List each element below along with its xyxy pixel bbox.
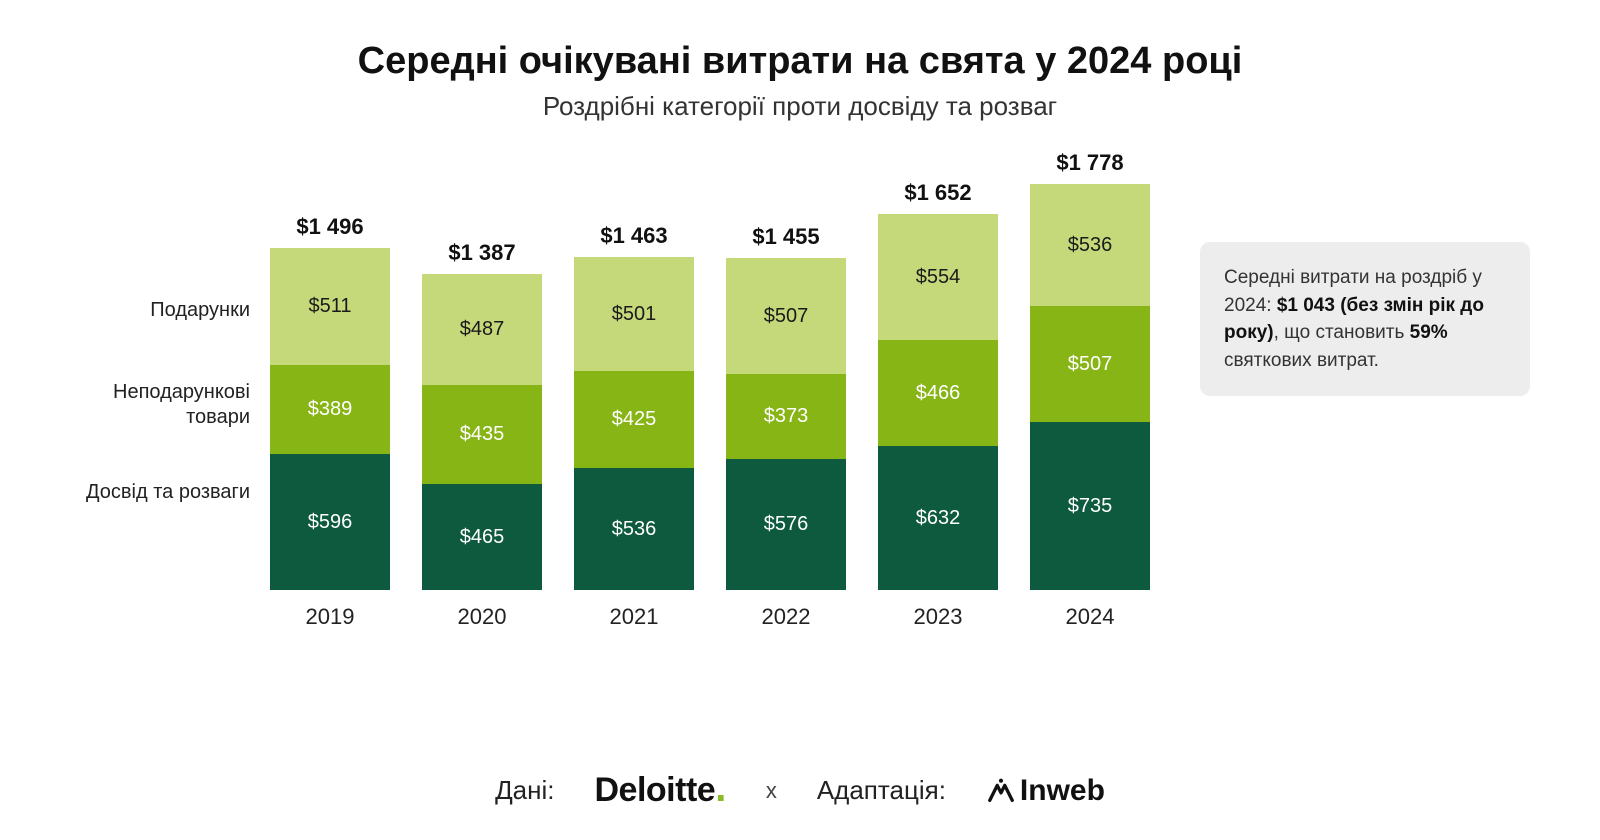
series-labels: Подарунки Неподарункові товари Досвід та… — [70, 170, 250, 690]
bar-column: $1 387 $487$435$465 2020 — [422, 240, 542, 630]
footer-separator: x — [766, 778, 777, 804]
bar-total-label: $1 652 — [904, 180, 971, 206]
bar-year-label: 2024 — [1066, 604, 1115, 630]
bar-segment-nongift: $425 — [574, 371, 694, 468]
callout-box: Середні витрати на роздріб у 2024: $1 04… — [1200, 242, 1530, 396]
footer-data-label: Дані: — [495, 775, 554, 806]
bar-segment-experience: $596 — [270, 454, 390, 590]
bar-total-label: $1 496 — [296, 214, 363, 240]
series-label-nongift: Неподарункові товари — [70, 380, 250, 430]
bar-column: $1 652 $554$466$632 2023 — [878, 180, 998, 630]
brand-inweb: Inweb — [986, 774, 1105, 808]
bar-segment-nongift: $435 — [422, 385, 542, 484]
bars-container: $1 496 $511$389$596 2019 $1 387 $487$435$465… — [270, 170, 1150, 630]
bar-segment-gifts: $554 — [878, 214, 998, 340]
bar-stack: $487$435$465 — [422, 274, 542, 590]
bar-total-label: $1 387 — [448, 240, 515, 266]
bar-segment-experience: $576 — [726, 459, 846, 590]
chart-title: Середні очікувані витрати на свята у 202… — [0, 40, 1600, 83]
footer-adapt-label: Адаптація: — [817, 775, 946, 806]
chart-subtitle: Роздрібні категорії проти досвіду та роз… — [0, 91, 1600, 122]
inweb-logo-icon — [986, 776, 1016, 806]
bar-segment-experience: $536 — [574, 468, 694, 590]
series-label-gifts: Подарунки — [70, 298, 250, 323]
brand-inweb-text: Inweb — [1020, 774, 1105, 808]
bar-segment-experience: $465 — [422, 484, 542, 590]
bar-segment-gifts: $536 — [1030, 184, 1150, 306]
bar-segment-gifts: $511 — [270, 248, 390, 365]
brand-deloitte: Deloitte. — [595, 771, 726, 810]
bar-year-label: 2022 — [762, 604, 811, 630]
bar-stack: $507$373$576 — [726, 258, 846, 590]
bar-total-label: $1 455 — [752, 224, 819, 250]
bar-segment-experience: $632 — [878, 446, 998, 590]
bar-segment-gifts: $487 — [422, 274, 542, 385]
bar-year-label: 2021 — [610, 604, 659, 630]
brand-deloitte-text: Deloitte — [595, 771, 716, 810]
bar-segment-gifts: $501 — [574, 257, 694, 371]
bar-total-label: $1 463 — [600, 223, 667, 249]
bar-stack: $501$425$536 — [574, 257, 694, 590]
bar-column: $1 778 $536$507$735 2024 — [1030, 150, 1150, 630]
bar-segment-gifts: $507 — [726, 258, 846, 374]
bar-year-label: 2019 — [306, 604, 355, 630]
chart-area: Подарунки Неподарункові товари Досвід та… — [70, 170, 1530, 690]
callout-bold-percent: 59% — [1410, 322, 1448, 343]
bar-segment-nongift: $466 — [878, 340, 998, 446]
footer: Дані: Deloitte. x Адаптація: Inweb — [0, 771, 1600, 810]
series-label-experience: Досвід та розваги — [70, 480, 250, 505]
bar-stack: $536$507$735 — [1030, 184, 1150, 590]
bar-column: $1 496 $511$389$596 2019 — [270, 214, 390, 630]
bar-year-label: 2023 — [914, 604, 963, 630]
bar-column: $1 455 $507$373$576 2022 — [726, 224, 846, 630]
bar-total-label: $1 778 — [1056, 150, 1123, 176]
bar-segment-nongift: $373 — [726, 374, 846, 459]
bar-segment-nongift: $389 — [270, 365, 390, 454]
bar-stack: $511$389$596 — [270, 248, 390, 590]
bar-stack: $554$466$632 — [878, 214, 998, 590]
bar-segment-experience: $735 — [1030, 422, 1150, 590]
callout-text-middle: , що становить — [1274, 322, 1410, 343]
callout-text-suffix: святкових витрат. — [1224, 350, 1379, 371]
bar-year-label: 2020 — [458, 604, 507, 630]
bar-column: $1 463 $501$425$536 2021 — [574, 223, 694, 630]
bar-segment-nongift: $507 — [1030, 306, 1150, 422]
